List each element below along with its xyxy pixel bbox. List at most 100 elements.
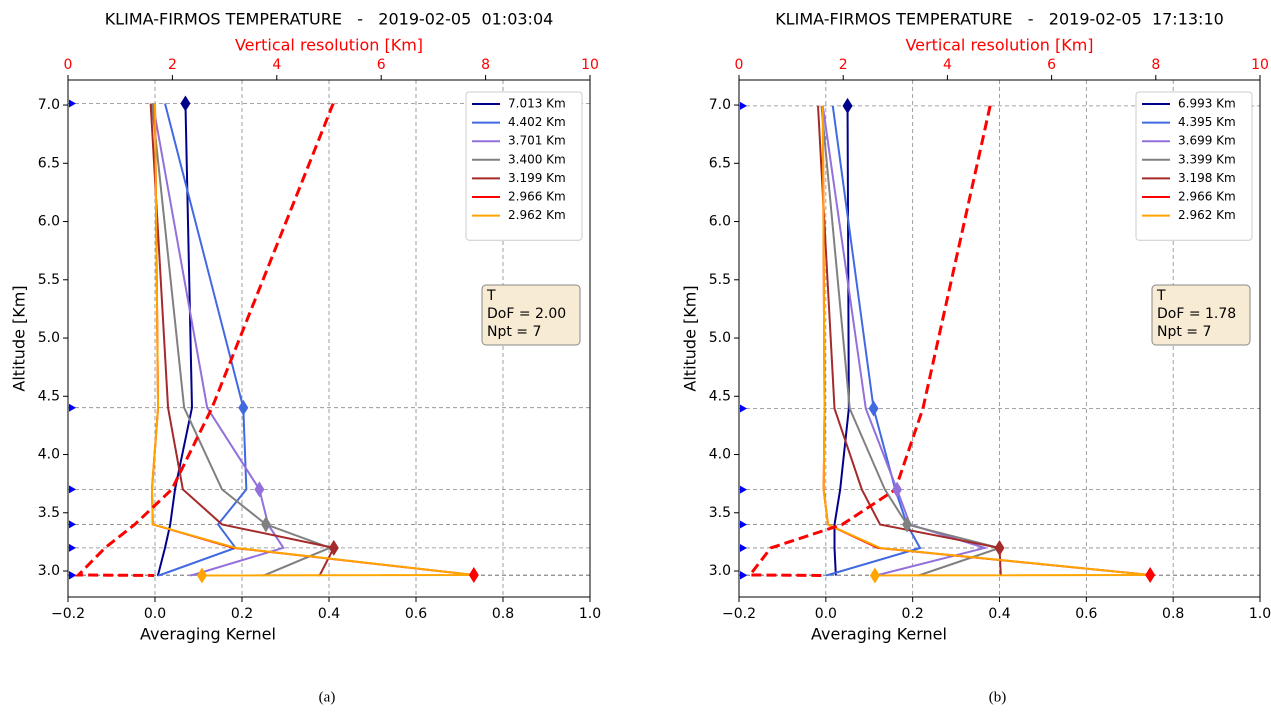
y-tick-label: 4.0 bbox=[709, 447, 731, 463]
legend-label: 4.395 Km bbox=[1178, 115, 1236, 129]
y-tick-label: 6.0 bbox=[38, 214, 60, 230]
x2-tick-label: 0 bbox=[64, 57, 73, 73]
annotation-box bbox=[481, 284, 581, 346]
legend-label: 3.701 Km bbox=[508, 134, 566, 148]
x2-tick-label: 8 bbox=[1151, 57, 1160, 73]
resolution-line bbox=[746, 105, 992, 577]
plot-frame bbox=[738, 79, 1261, 598]
peak-marker bbox=[869, 567, 880, 584]
peak-marker bbox=[902, 516, 913, 533]
peak-marker bbox=[328, 539, 339, 556]
x2-tick-label: 8 bbox=[481, 57, 490, 73]
x-tick-label: −0.2 bbox=[51, 606, 85, 622]
kernel-line bbox=[150, 103, 333, 577]
legend-label: 3.198 Km bbox=[1178, 171, 1236, 185]
y-axis-label: Altitude [Km] bbox=[681, 285, 700, 391]
x-tick-label: 0.0 bbox=[144, 606, 166, 622]
y-tick-label: 3.5 bbox=[38, 505, 60, 521]
annotation-text: Npt = 7 bbox=[487, 324, 541, 340]
altitude-marker bbox=[740, 543, 747, 552]
x-axis-label: Averaging Kernel bbox=[811, 625, 947, 644]
y-axis-label: Altitude [Km] bbox=[10, 285, 29, 391]
y-tick-label: 7.0 bbox=[709, 97, 731, 113]
altitude-marker bbox=[740, 571, 747, 580]
y-tick-label: 3.5 bbox=[709, 505, 731, 521]
altitude-marker bbox=[69, 520, 76, 529]
y-tick-label: 6.5 bbox=[709, 155, 731, 171]
altitude-marker bbox=[69, 99, 76, 108]
y-tick-label: 7.0 bbox=[38, 97, 60, 113]
altitude-marker bbox=[69, 403, 76, 412]
x2-tick-label: 2 bbox=[168, 57, 177, 73]
annotation-box bbox=[1151, 284, 1251, 346]
caption: (b) bbox=[989, 689, 1007, 705]
legend-label: 2.966 Km bbox=[508, 190, 566, 204]
legend-label: 3.699 Km bbox=[1178, 134, 1236, 148]
chart-title: KLIMA-FIRMOS TEMPERATURE - 2019-02-05 01… bbox=[105, 10, 554, 29]
x-tick-label: 0.8 bbox=[492, 606, 514, 622]
peak-marker bbox=[892, 481, 903, 498]
panel: −0.2 0.0 0.2 0.4 0.6 0.8 1.0 3.0 3.5 4.0 4.5 5.0 5.5… bbox=[10, 10, 602, 706]
annotation-text: DoF = 1.78 bbox=[1157, 306, 1236, 322]
peak-marker bbox=[842, 97, 853, 114]
altitude-marker bbox=[69, 543, 76, 552]
y-tick-label: 5.0 bbox=[709, 330, 731, 346]
x2-tick-label: 6 bbox=[377, 57, 386, 73]
x-tick-label: 1.0 bbox=[1249, 606, 1271, 622]
x2-axis-label: Vertical resolution [Km] bbox=[905, 36, 1093, 55]
peak-marker bbox=[468, 566, 479, 583]
x2-tick-label: 2 bbox=[839, 57, 848, 73]
x2-tick-label: 4 bbox=[943, 57, 952, 73]
peak-marker bbox=[994, 539, 1005, 556]
annotation-text: Npt = 7 bbox=[1157, 324, 1211, 340]
altitude-marker bbox=[69, 571, 76, 580]
legend-label: 2.966 Km bbox=[1178, 190, 1236, 204]
annotation-text: T bbox=[486, 288, 496, 304]
annotation-text: DoF = 2.00 bbox=[487, 306, 566, 322]
peak-marker bbox=[180, 95, 191, 112]
kernel-line bbox=[157, 103, 248, 577]
panel: −0.2 0.0 0.2 0.4 0.6 0.8 1.0 3.0 3.5 4.0 4.5 5.0 5.5… bbox=[681, 10, 1271, 706]
altitude-marker bbox=[740, 101, 747, 110]
x-tick-label: 0.2 bbox=[902, 606, 924, 622]
altitude-marker bbox=[69, 485, 76, 494]
kernel-line bbox=[817, 105, 1002, 577]
x-tick-label: 0.8 bbox=[1162, 606, 1184, 622]
y-tick-label: 6.5 bbox=[38, 155, 60, 171]
legend-box bbox=[465, 91, 583, 241]
altitude-marker bbox=[740, 485, 747, 494]
legend-label: 6.993 Km bbox=[1178, 97, 1236, 111]
legend-label: 2.962 Km bbox=[1178, 208, 1236, 222]
y-tick-label: 4.5 bbox=[38, 388, 60, 404]
peak-marker bbox=[254, 481, 265, 498]
x-tick-label: 0.4 bbox=[988, 606, 1010, 622]
kernel-line bbox=[156, 103, 193, 577]
legend-box bbox=[1135, 91, 1253, 241]
legend-label: 3.400 Km bbox=[508, 152, 566, 166]
y-tick-label: 3.0 bbox=[38, 563, 60, 579]
x-tick-label: 0.4 bbox=[318, 606, 340, 622]
x-axis-label: Averaging Kernel bbox=[140, 625, 276, 644]
y-tick-label: 4.0 bbox=[38, 447, 60, 463]
peak-marker bbox=[1145, 566, 1156, 583]
x2-tick-label: 10 bbox=[1251, 57, 1269, 73]
legend-label: 2.962 Km bbox=[508, 208, 566, 222]
altitude-marker bbox=[740, 520, 747, 529]
caption: (a) bbox=[319, 689, 336, 705]
x-tick-label: 0.2 bbox=[231, 606, 253, 622]
peak-marker bbox=[260, 516, 271, 533]
x2-axis-label: Vertical resolution [Km] bbox=[235, 36, 423, 55]
x2-tick-label: 0 bbox=[735, 57, 744, 73]
altitude-marker bbox=[740, 404, 747, 413]
peak-marker bbox=[868, 400, 879, 417]
y-tick-label: 5.0 bbox=[38, 330, 60, 346]
legend-label: 7.013 Km bbox=[508, 97, 566, 111]
x-tick-label: −0.2 bbox=[722, 606, 756, 622]
x-tick-label: 0.0 bbox=[815, 606, 837, 622]
peak-marker bbox=[196, 567, 207, 584]
x-tick-label: 1.0 bbox=[579, 606, 601, 622]
resolution-line bbox=[74, 102, 335, 577]
legend-label: 3.199 Km bbox=[508, 171, 566, 185]
y-tick-label: 6.0 bbox=[709, 214, 731, 230]
